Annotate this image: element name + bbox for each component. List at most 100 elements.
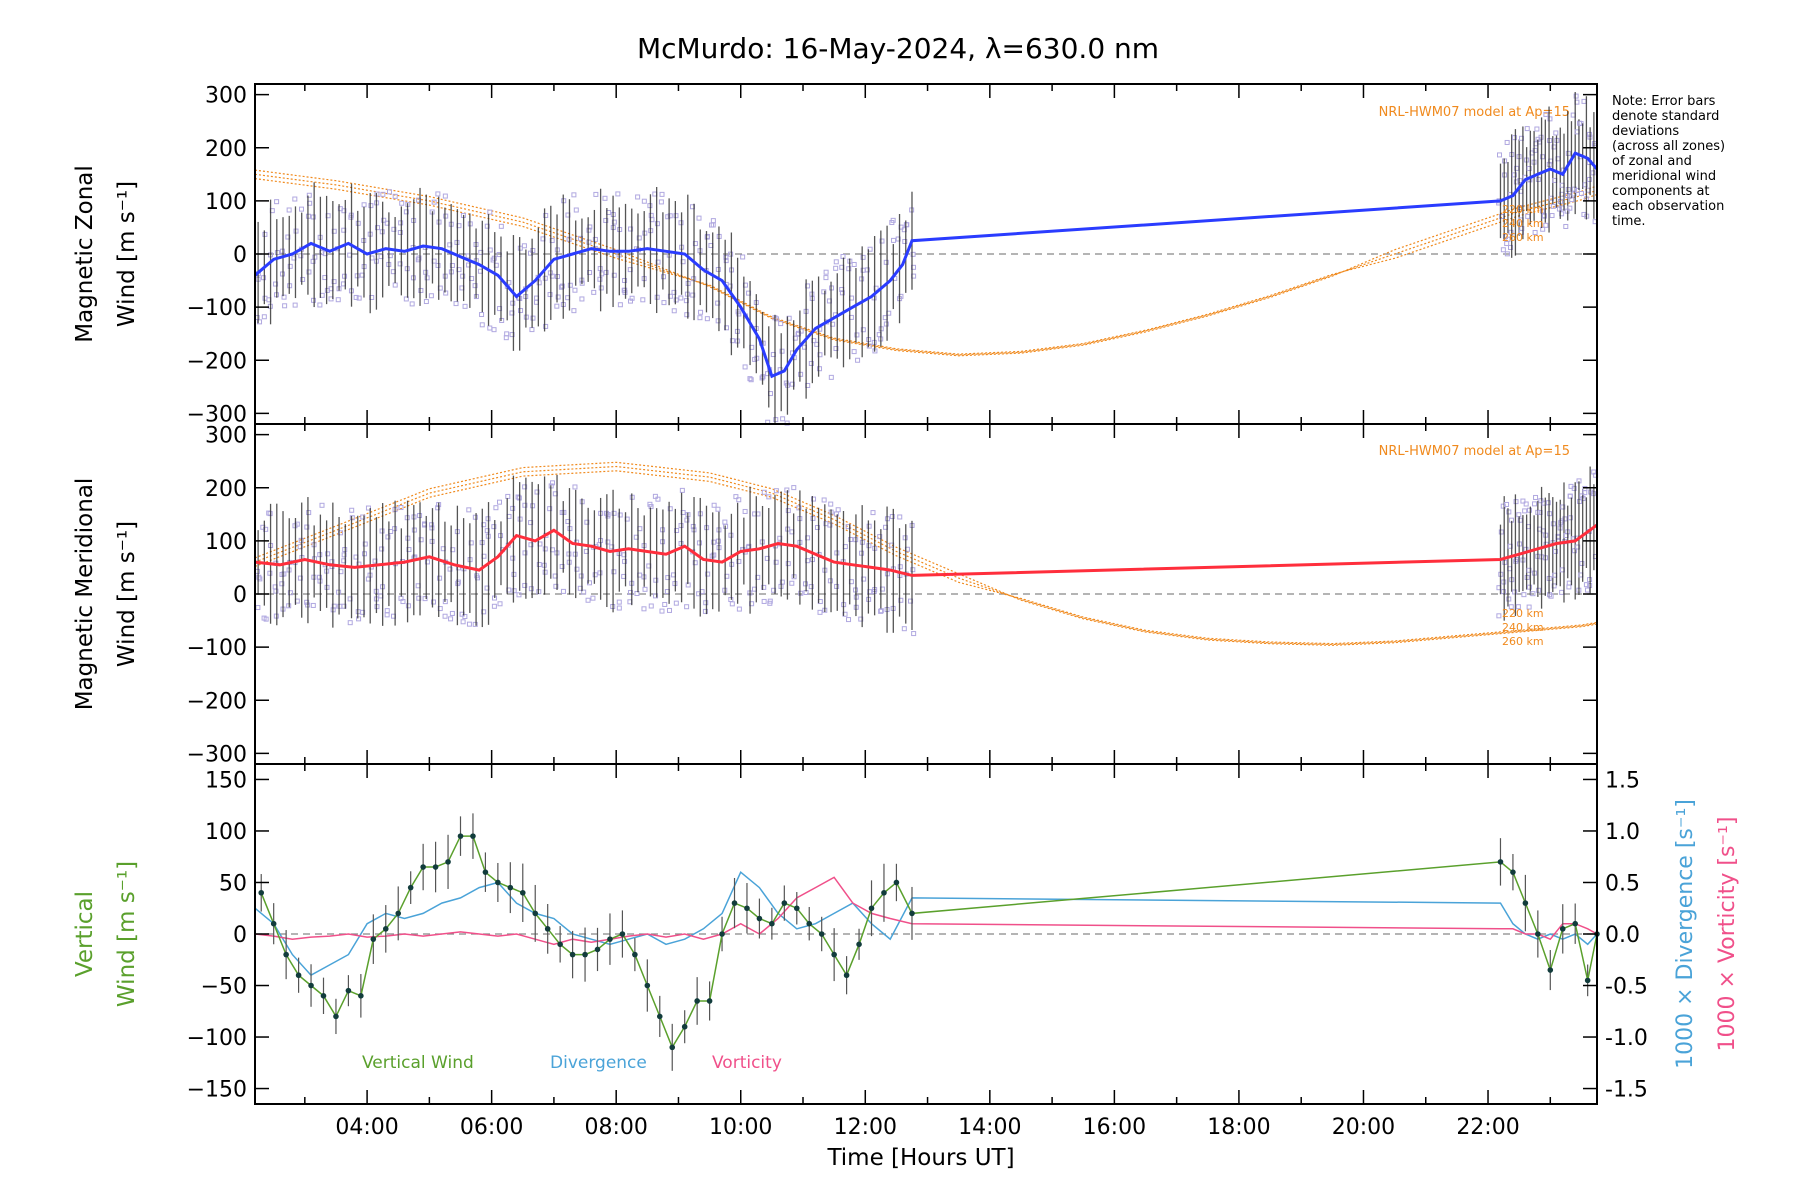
scatter-point [472,514,478,520]
scatter-point [1563,223,1569,229]
scatter-point [1524,126,1530,132]
note-line: meridional wind [1612,169,1716,184]
scatter-point [715,300,721,306]
scatter-point [1571,186,1577,192]
scatter-point [729,601,735,607]
scatter-point [711,502,717,508]
vertical-wind-point [881,889,887,896]
scatter-point [460,273,466,279]
scatter-point [1512,589,1518,595]
vertical-wind-point [358,993,364,999]
scatter-point [385,534,391,540]
vertical-wind-point [1510,869,1516,875]
scatter-point [833,259,839,265]
vertical-wind-point [482,869,489,875]
scatter-point [267,570,273,576]
scatter-point [447,566,453,572]
scatter-point [579,296,585,302]
scatter-point [1506,596,1512,602]
scatter-point [673,297,679,303]
scatter-point [848,536,854,542]
vertical-wind-point [669,1044,676,1051]
scatter-point [898,597,904,603]
scatter-point [341,552,347,558]
scatter-point [679,487,685,493]
scatter-point [462,613,468,619]
y-tick-label: −300 [187,742,247,767]
scatter-point [702,608,708,614]
scatter-point [1548,593,1554,599]
scatter-point [1567,493,1573,499]
scatter-point [773,417,779,423]
scatter-point [897,564,903,570]
scatter-point [437,575,443,581]
scatter-point [529,327,535,333]
vertical-wind-point [619,931,626,937]
scatter-point [1586,131,1592,137]
chart-title: McMurdo: 16-May-2024, λ=630.0 nm [637,32,1159,65]
scatter-point [423,299,429,305]
scatter-point [504,331,510,337]
scatter-point [628,226,634,232]
scatter-point [1582,182,1588,188]
scatter-point [591,289,597,295]
scatter-point [602,195,608,201]
scatter-point [808,360,814,366]
scatter-point [603,217,609,223]
scatter-point [722,519,728,525]
vertical-wind-point [632,951,638,958]
scatter-point [547,506,553,512]
scatter-point [789,381,795,387]
scatter-point [279,571,285,577]
scatter-point [353,294,359,300]
y-tick-label: −150 [187,1078,247,1103]
vertical-wind-point [1522,900,1529,906]
scatter-point [808,584,814,590]
scatter-point [911,631,917,637]
scatter-point [723,254,729,260]
scatter-point [310,602,316,608]
scatter-point [622,287,628,293]
scatter-point [398,505,404,511]
x-axis-label: Time [Hours UT] [826,1145,1014,1171]
y-axis-label: Vertical [72,891,98,977]
scatter-point [895,236,901,242]
scatter-point [1526,604,1532,610]
scatter-point [460,619,466,625]
model-curve-1 [254,470,1598,645]
scatter-point [261,314,267,320]
vertical-wind-point [333,1013,339,1020]
scatter-point [796,505,802,511]
scatter-point [860,327,866,333]
scatter-point [860,254,866,260]
scatter-point [1526,166,1532,172]
scatter-point [1567,205,1573,211]
y-tick-label: −100 [187,1026,247,1051]
scatter-point [821,289,827,295]
scatter-point [597,570,603,576]
scatter-point [274,199,280,205]
scatter-point [443,290,449,296]
scatter-point [684,604,690,610]
scatter-point [1536,587,1542,593]
scatter-point [368,203,374,209]
scatter-point [1583,582,1589,588]
scatter-point [833,345,839,351]
y2-tick-label: 1.0 [1605,820,1640,845]
scatter-point [474,573,480,579]
scatter-point [1511,172,1517,178]
vertical-wind-point [644,982,651,989]
scatter-point [690,292,696,298]
y-axis-label: Magnetic Zonal [72,165,98,343]
altitude-label: 260 km [1502,635,1544,648]
scatter-point [785,561,791,567]
scatter-point [1504,241,1510,247]
scatter-point [311,297,317,303]
scatter-point [360,514,366,520]
scatter-point [1575,544,1581,550]
scatter-point [1571,548,1577,554]
scatter-point [1581,98,1587,104]
scatter-point [1571,191,1577,197]
scatter-point [528,542,534,548]
scatter-point [1573,93,1579,99]
